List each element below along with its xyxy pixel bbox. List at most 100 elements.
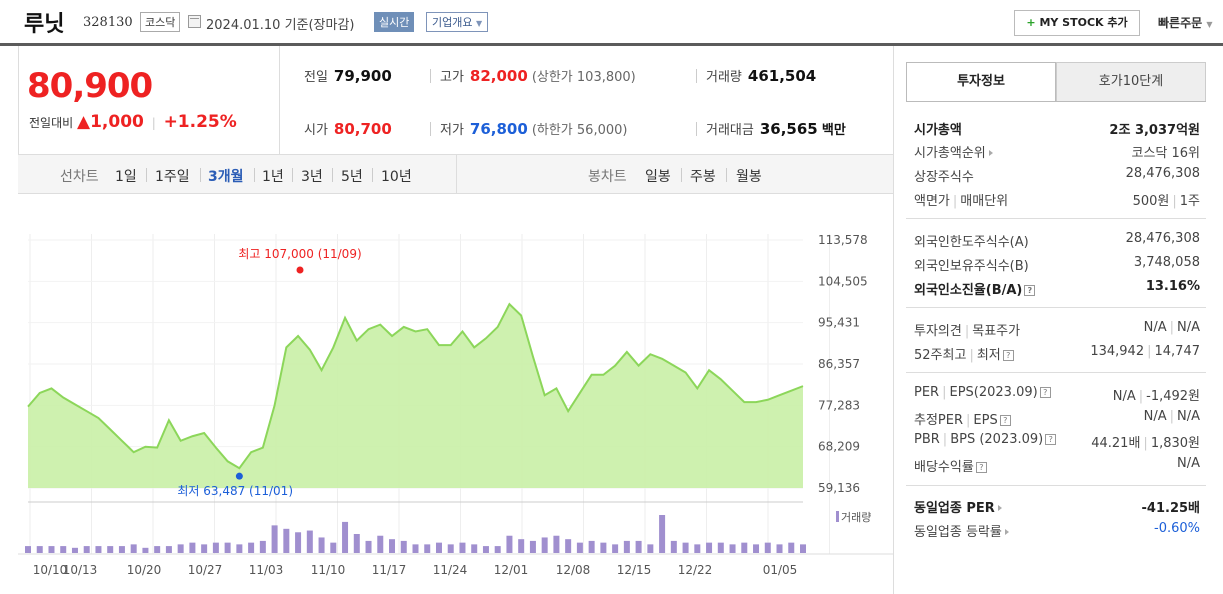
quick-order-button[interactable]: 빠른주문 ▼	[1158, 14, 1213, 31]
foreign-limit-value: 28,476,308	[1125, 231, 1200, 246]
volume-bar	[48, 546, 55, 553]
week52-high-text: 52주최고	[914, 348, 967, 363]
caret-right-icon	[997, 505, 1002, 511]
sector-per-row[interactable]: 동일업종 PER -41.25배	[914, 497, 1200, 517]
caret-right-icon	[988, 150, 993, 156]
tab-1y[interactable]: 1년	[262, 169, 284, 185]
low-value: 76,800	[469, 120, 528, 138]
volume-bar	[236, 544, 243, 553]
volume-bar	[25, 546, 31, 553]
dividend-text: 배당수익률	[914, 460, 974, 475]
volume-bar	[306, 530, 313, 553]
open-price: 시가 80,700	[304, 119, 392, 138]
volume-label: 거래량	[841, 511, 871, 524]
help-icon[interactable]: ?	[999, 415, 1011, 426]
x-tick-label: 10/27	[188, 563, 223, 577]
target-text: 목표주가	[972, 324, 1021, 339]
shares-row: 상장주식수 28,476,308	[914, 166, 1200, 186]
volume-bar	[471, 544, 478, 553]
volume-legend-swatch	[836, 511, 839, 522]
y-tick-label: 77,283	[818, 398, 860, 412]
candle-chart-label: 봉차트	[588, 169, 627, 185]
volume-bar	[353, 534, 360, 553]
est-per-row: 추정PER | EPS? N/A | N/A	[914, 409, 1200, 429]
volume-bar	[259, 540, 266, 553]
pbr-row: PBR | BPS (2023.09)? 44.21배 | 1,830원	[914, 432, 1200, 452]
add-mystock-button[interactable]: + MY STOCK 추가	[1014, 10, 1140, 36]
volume-bar	[670, 540, 677, 553]
volume-bar	[107, 546, 114, 553]
change-value: ▲1,000	[77, 112, 144, 132]
volume-bar	[330, 542, 337, 553]
divider: |	[942, 385, 947, 400]
divider	[430, 69, 431, 83]
cap-rank-row[interactable]: 시가총액순위 코스닥 16위	[914, 142, 1200, 162]
foreign-rate-row: 외국인소진율(B/A)? 13.16%	[914, 279, 1200, 299]
volume-bar	[447, 544, 454, 553]
tab-3y[interactable]: 3년	[301, 169, 323, 185]
low-label: 저가	[440, 123, 464, 138]
divider	[906, 307, 1206, 308]
volume-bar	[189, 542, 196, 553]
help-icon[interactable]: ?	[975, 462, 987, 473]
amount-unit: 백만	[821, 123, 846, 138]
opinion-row: 투자의견 | 목표주가 N/A | N/A	[914, 320, 1200, 340]
chevron-down-icon: ▼	[1206, 20, 1213, 29]
high-annotation: 최고 107,000 (11/09)	[238, 247, 361, 261]
volume-bar	[565, 539, 572, 553]
price-line	[27, 302, 804, 470]
volume-bar	[706, 542, 713, 553]
tab-5y[interactable]: 5년	[341, 169, 363, 185]
par-value: 500원 | 1주	[1133, 190, 1200, 209]
est-per-text: 추정PER	[914, 413, 964, 428]
divider	[200, 168, 201, 182]
est-eps-text: EPS	[973, 413, 998, 428]
help-icon[interactable]: ?	[1024, 285, 1036, 296]
help-icon[interactable]: ?	[1002, 350, 1014, 361]
company-info-dropdown[interactable]: 기업개요 ▼	[426, 12, 489, 32]
volume-bar	[612, 544, 619, 553]
volume-bar	[342, 521, 349, 553]
tab-order-book[interactable]: 호가10단계	[1056, 62, 1206, 102]
tab-3m[interactable]: 3개월	[208, 169, 244, 185]
high-marker	[296, 266, 304, 274]
volume-bar	[412, 544, 419, 553]
change-label: 전일대비	[29, 116, 74, 130]
tab-1w[interactable]: 1주일	[155, 169, 190, 185]
help-icon[interactable]: ?	[1039, 387, 1051, 398]
y-tick-label: 59,136	[818, 481, 860, 495]
high-value: 82,000	[469, 67, 528, 85]
volume-bar	[377, 535, 384, 553]
tab-investment-info[interactable]: 투자정보	[906, 62, 1056, 102]
tab-weekly-candle[interactable]: 주봉	[690, 169, 716, 185]
volume-bar	[529, 540, 536, 553]
help-icon[interactable]: ?	[1045, 434, 1057, 445]
tab-daily-candle[interactable]: 일봉	[645, 169, 671, 185]
dividend-row: 배당수익률? N/A	[914, 456, 1200, 476]
tab-monthly-candle[interactable]: 월봉	[736, 169, 762, 185]
realtime-button[interactable]: 실시간	[374, 12, 415, 32]
volume-bar	[694, 544, 701, 553]
divider	[906, 372, 1206, 373]
stock-header: 루닛 328130 코스닥 2024.01.10 기준(장마감) 실시간 기업개…	[0, 0, 1223, 46]
price-chart[interactable]: 113,578 104,505 95,431 86,357 77,283 68,209 59…	[18, 194, 893, 594]
volume-bar	[283, 528, 290, 553]
tab-10y[interactable]: 10년	[381, 169, 412, 185]
sector-change-row[interactable]: 동일업종 등락률 -0.60%	[914, 521, 1200, 541]
x-tick-label: 11/24	[433, 563, 468, 577]
volume-bar	[623, 540, 630, 553]
volume-bar	[729, 544, 736, 553]
divider: |	[966, 413, 971, 428]
divider	[906, 485, 1206, 486]
est-per-value: N/A | N/A	[1144, 409, 1200, 424]
volume-bar	[60, 546, 67, 553]
line-chart-label: 선차트	[60, 169, 99, 185]
x-tick-label: 10/10	[33, 563, 68, 577]
sector-change-label: 동일업종 등락률	[914, 521, 1009, 540]
volume-bar	[83, 546, 90, 553]
current-price: 80,900	[27, 66, 153, 106]
divider	[696, 69, 697, 83]
low-annotation: 최저 63,487 (11/01)	[177, 484, 293, 498]
tab-1d[interactable]: 1일	[115, 169, 137, 185]
y-tick-label: 113,578	[818, 233, 868, 247]
